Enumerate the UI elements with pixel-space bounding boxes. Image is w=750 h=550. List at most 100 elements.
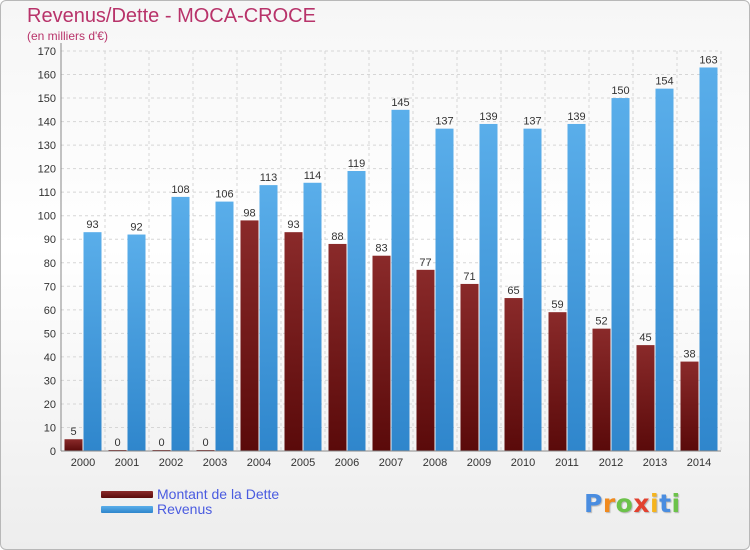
data-label-revenue: 92: [130, 222, 142, 234]
bar-debt: [504, 298, 523, 451]
data-label-debt: 52: [595, 316, 607, 328]
data-label-debt: 93: [287, 219, 299, 231]
bar-revenue: [303, 182, 322, 451]
x-tick-label: 2008: [423, 457, 447, 469]
bar-revenue: [655, 88, 674, 451]
labels-layer: 5 93 0 92 0 108 0 106 98 113 93 114 88 119 83 145 77 137 7…: [70, 54, 717, 449]
y-tick-label: 140: [38, 117, 56, 129]
bar-debt: [460, 283, 479, 451]
data-label-revenue: 108: [171, 184, 189, 196]
legend-label-revenue: Revenus: [157, 501, 213, 517]
bar-debt: [328, 243, 347, 451]
x-tick-label: 2012: [599, 457, 623, 469]
data-label-debt: 59: [551, 299, 563, 311]
y-tick-label: 150: [38, 93, 56, 105]
x-tick-label: 2013: [643, 457, 667, 469]
chart-title: Revenus/Dette - MOCA-CROCE: [27, 5, 316, 27]
bar-revenue: [83, 232, 102, 451]
proxiti-logo: Proxiti: [584, 489, 681, 518]
y-tick-label: 160: [38, 70, 56, 82]
data-label-revenue: 119: [348, 158, 366, 170]
bar-debt: [416, 269, 435, 451]
data-label-debt: 83: [375, 243, 387, 255]
data-label-debt: 0: [114, 437, 120, 449]
y-tick-label: 100: [38, 211, 56, 223]
data-label-revenue: 139: [479, 111, 497, 123]
x-tick-label: 2011: [555, 457, 579, 469]
logo-letter: t: [659, 489, 672, 518]
x-tick-label: 2001: [115, 457, 139, 469]
data-label-revenue: 150: [611, 85, 629, 97]
bar-revenue: [567, 123, 586, 452]
y-tick-label: 80: [44, 258, 56, 270]
data-label-revenue: 145: [391, 97, 409, 109]
data-label-debt: 88: [331, 231, 343, 243]
bar-revenue: [347, 171, 366, 451]
y-tick-label: 110: [38, 187, 56, 199]
legend-swatch-debt: [101, 491, 153, 498]
logo-letter: i: [671, 489, 681, 518]
logo-letter: i: [650, 489, 660, 518]
y-tick-label: 90: [44, 234, 56, 246]
data-label-revenue: 113: [260, 172, 278, 184]
data-label-debt: 98: [243, 207, 255, 219]
bar-debt: [372, 255, 391, 451]
data-label-revenue: 139: [567, 111, 585, 123]
bar-revenue: [171, 196, 190, 451]
x-tick-label: 2005: [291, 457, 315, 469]
logo-letter: x: [633, 489, 650, 518]
data-label-debt: 71: [463, 271, 475, 283]
y-tick-label: 0: [50, 446, 56, 458]
bar-revenue: [215, 201, 234, 451]
x-tick-label: 2004: [247, 457, 271, 469]
data-label-debt: 0: [202, 437, 208, 449]
axis-layer: 0 10 20 30 40 50 60 70 80 90 100 110 120 130 140 150 160…: [38, 43, 721, 469]
x-tick-label: 2003: [203, 457, 227, 469]
y-tick-label: 60: [44, 305, 56, 317]
x-tick-label: 2000: [71, 457, 95, 469]
bar-revenue: [523, 128, 542, 451]
data-label-debt: 38: [683, 349, 695, 361]
y-tick-label: 170: [38, 46, 56, 58]
bar-debt: [592, 328, 611, 451]
bar-revenue: [127, 234, 146, 451]
bar-revenue: [435, 128, 454, 451]
bar-debt: [680, 361, 699, 451]
data-label-revenue: 154: [655, 76, 673, 88]
logo-letter: o: [615, 489, 634, 518]
bar-debt: [64, 439, 83, 451]
x-tick-label: 2009: [467, 457, 491, 469]
data-label-revenue: 106: [215, 189, 233, 201]
y-tick-label: 40: [44, 352, 56, 364]
data-label-revenue: 114: [304, 170, 322, 182]
x-tick-label: 2014: [687, 457, 711, 469]
bars-layer: [64, 67, 718, 452]
y-tick-label: 50: [44, 328, 56, 340]
legend-label-debt: Montant de la Dette: [157, 486, 280, 502]
data-label-revenue: 137: [523, 116, 541, 128]
bar-debt: [636, 345, 655, 451]
data-label-revenue: 93: [86, 219, 98, 231]
y-tick-label: 70: [44, 281, 56, 293]
y-tick-label: 120: [38, 164, 56, 176]
y-tick-label: 10: [44, 422, 56, 434]
y-tick-label: 30: [44, 375, 56, 387]
y-tick-label: 20: [44, 399, 56, 411]
logo-letter: r: [602, 489, 616, 518]
x-tick-label: 2006: [335, 457, 359, 469]
bar-revenue: [611, 98, 630, 451]
chart-subtitle: (en milliers d'€): [27, 29, 108, 43]
bar-debt: [284, 232, 303, 451]
logo-letter: P: [584, 489, 603, 518]
data-label-revenue: 137: [435, 116, 453, 128]
data-label-revenue: 163: [699, 54, 717, 66]
bar-revenue: [699, 67, 718, 452]
data-label-debt: 77: [419, 257, 431, 269]
grid-layer: [60, 50, 722, 452]
bar-debt: [240, 220, 259, 451]
x-tick-label: 2010: [511, 457, 535, 469]
bar-revenue: [391, 109, 410, 451]
y-tick-label: 130: [38, 140, 56, 152]
